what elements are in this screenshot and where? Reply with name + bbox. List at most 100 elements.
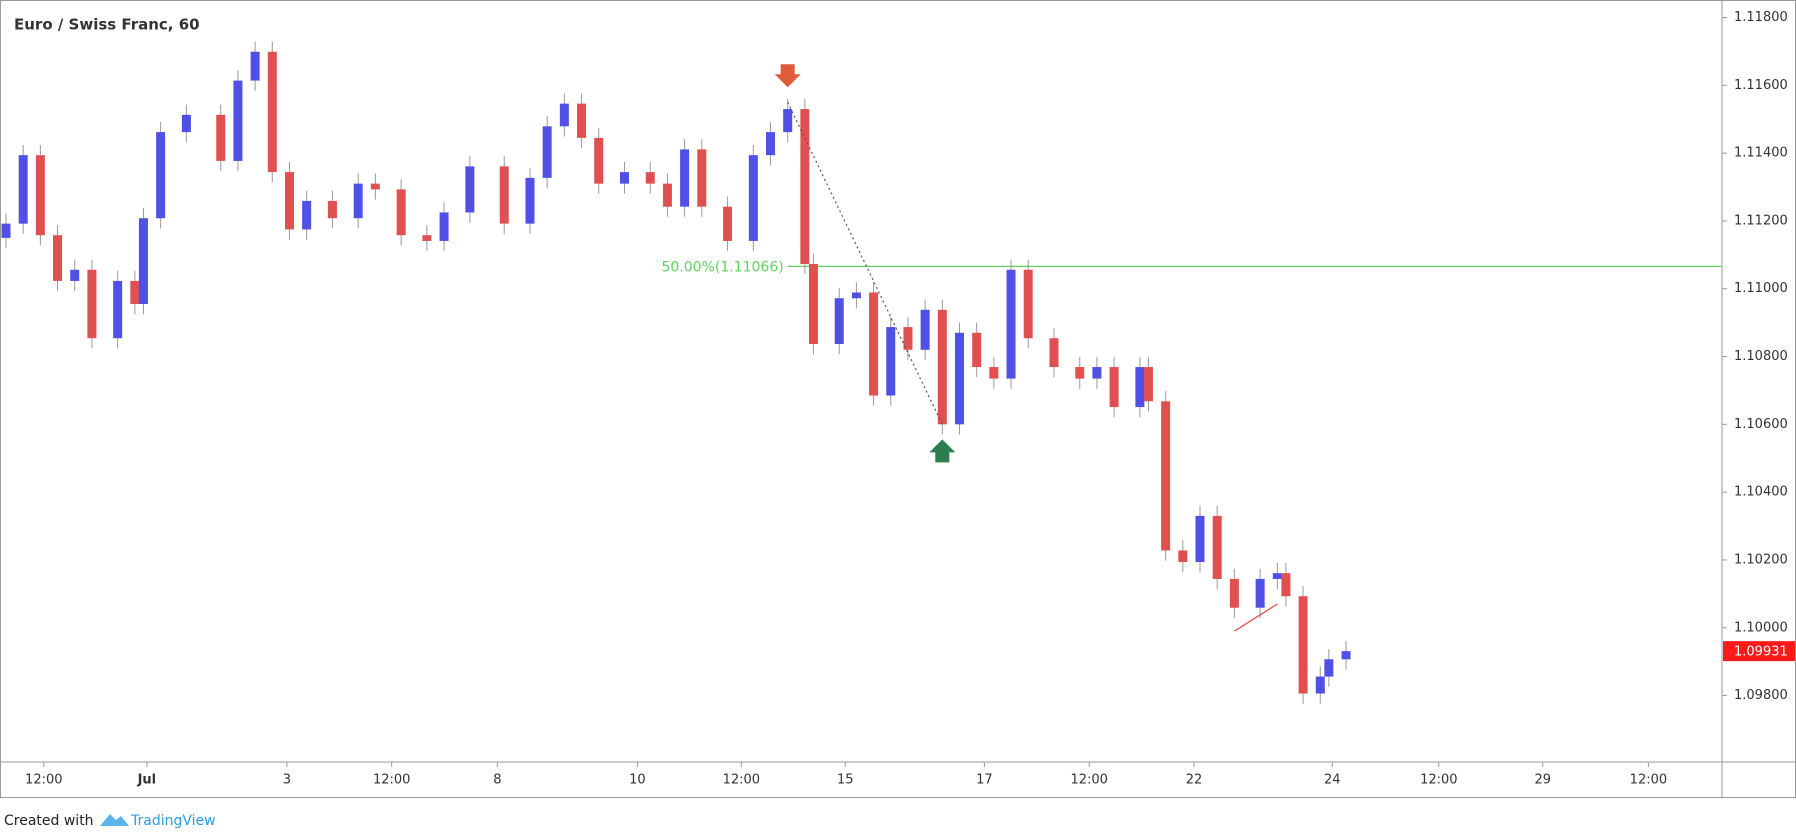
candle-body	[920, 309, 930, 350]
candle-body	[834, 298, 844, 344]
y-tick-label: 1.10600	[1734, 417, 1788, 432]
candle-body	[748, 155, 758, 241]
candle-body	[1161, 401, 1171, 551]
candle-body	[1298, 596, 1308, 694]
candle-body	[499, 166, 509, 224]
x-tick-label: 15	[837, 773, 854, 788]
fib-start-marker	[774, 64, 801, 88]
candle-body	[886, 327, 896, 396]
candle-body	[1315, 676, 1325, 694]
candle-body	[542, 126, 552, 178]
candle-body	[723, 206, 733, 241]
candle-body	[808, 263, 818, 344]
candle-body	[18, 155, 28, 224]
last-price-box	[1723, 641, 1795, 662]
candle-body	[138, 218, 148, 304]
candle-body	[70, 269, 80, 281]
candle-body	[697, 149, 707, 207]
y-tick-label: 1.10200	[1734, 552, 1788, 567]
x-tick-label: 12:00	[1630, 773, 1667, 788]
candle-body	[113, 280, 123, 339]
y-tick-label: 1.10800	[1734, 349, 1788, 364]
y-tick-label: 1.11400	[1734, 146, 1788, 161]
chart-title: Euro / Swiss Franc, 60	[14, 16, 200, 34]
candle-body	[87, 269, 97, 339]
chart-frame	[0, 0, 1796, 798]
candles	[1, 41, 1351, 704]
candle-body	[954, 332, 964, 425]
candle-body	[130, 280, 140, 304]
candle-body	[422, 235, 432, 241]
candle-body	[1178, 550, 1188, 562]
candle-body	[577, 103, 587, 138]
candle-body	[353, 183, 363, 219]
candle-body	[972, 332, 982, 368]
y-tick-label: 1.11000	[1734, 281, 1788, 296]
x-tick-label: 10	[629, 773, 646, 788]
candle-body	[869, 292, 879, 396]
candle-body	[302, 200, 312, 230]
x-tick-label: 12:00	[373, 773, 410, 788]
candle-body	[783, 109, 793, 133]
candle-body	[216, 114, 226, 161]
candle-body	[1135, 367, 1145, 408]
candle-body	[662, 183, 672, 207]
x-tick-label: Jul	[137, 773, 157, 788]
x-tick-label: 22	[1186, 773, 1203, 788]
candle-body	[1229, 578, 1239, 608]
candle-body	[1255, 578, 1265, 608]
candle-body	[903, 327, 913, 350]
y-tick-label: 1.11800	[1734, 10, 1788, 25]
trendline	[1234, 603, 1278, 632]
candle-body	[1109, 367, 1119, 408]
candle-body	[1272, 573, 1282, 579]
x-tick-label: 12:00	[1070, 773, 1107, 788]
footer-brand: TradingView	[130, 813, 216, 829]
candle-body	[439, 212, 449, 241]
candle-body	[267, 51, 277, 173]
candle-body	[1281, 573, 1291, 597]
fib-level-label: 50.00%(1.11066)	[661, 259, 783, 275]
x-tick-label: 8	[493, 773, 501, 788]
candle-body	[156, 132, 166, 219]
candle-body	[594, 137, 604, 184]
brand-logo	[100, 814, 129, 826]
last-price-label: 1.09931	[1734, 645, 1788, 660]
candle-body	[800, 109, 810, 264]
candle-body	[525, 177, 535, 224]
candle-body	[619, 172, 629, 184]
candle-body	[284, 172, 294, 230]
candle-body	[53, 235, 63, 281]
candle-body	[1195, 515, 1205, 562]
candle-body	[1023, 269, 1033, 339]
candle-body	[1212, 515, 1222, 579]
candle-body	[851, 292, 861, 299]
candle-body	[250, 51, 260, 81]
y-tick-label: 1.11200	[1734, 213, 1788, 228]
candle-body	[766, 132, 776, 156]
candle-body	[680, 149, 690, 207]
candle-body	[1092, 367, 1102, 379]
candle-body	[1075, 367, 1085, 379]
candle-body	[1324, 659, 1334, 677]
candle-body	[1341, 651, 1351, 660]
y-tick-label: 1.11600	[1734, 78, 1788, 93]
footer-prefix: Created with	[4, 813, 94, 829]
candle-body	[1143, 367, 1153, 402]
candle-body	[1049, 338, 1059, 368]
fib-end-marker	[929, 439, 956, 463]
x-tick-label: 24	[1324, 773, 1341, 788]
candle-body	[370, 183, 380, 190]
candle-body	[327, 200, 337, 219]
x-tick-label: 12:00	[25, 773, 62, 788]
candle-body	[181, 114, 191, 133]
y-tick-label: 1.10000	[1734, 620, 1788, 635]
x-tick-label: 3	[283, 773, 291, 788]
candle-body	[989, 367, 999, 379]
candle-body	[645, 172, 655, 184]
candle-body	[1006, 269, 1016, 379]
x-tick-label: 29	[1534, 773, 1551, 788]
x-tick-label: 12:00	[1420, 773, 1457, 788]
candle-body	[396, 189, 406, 236]
